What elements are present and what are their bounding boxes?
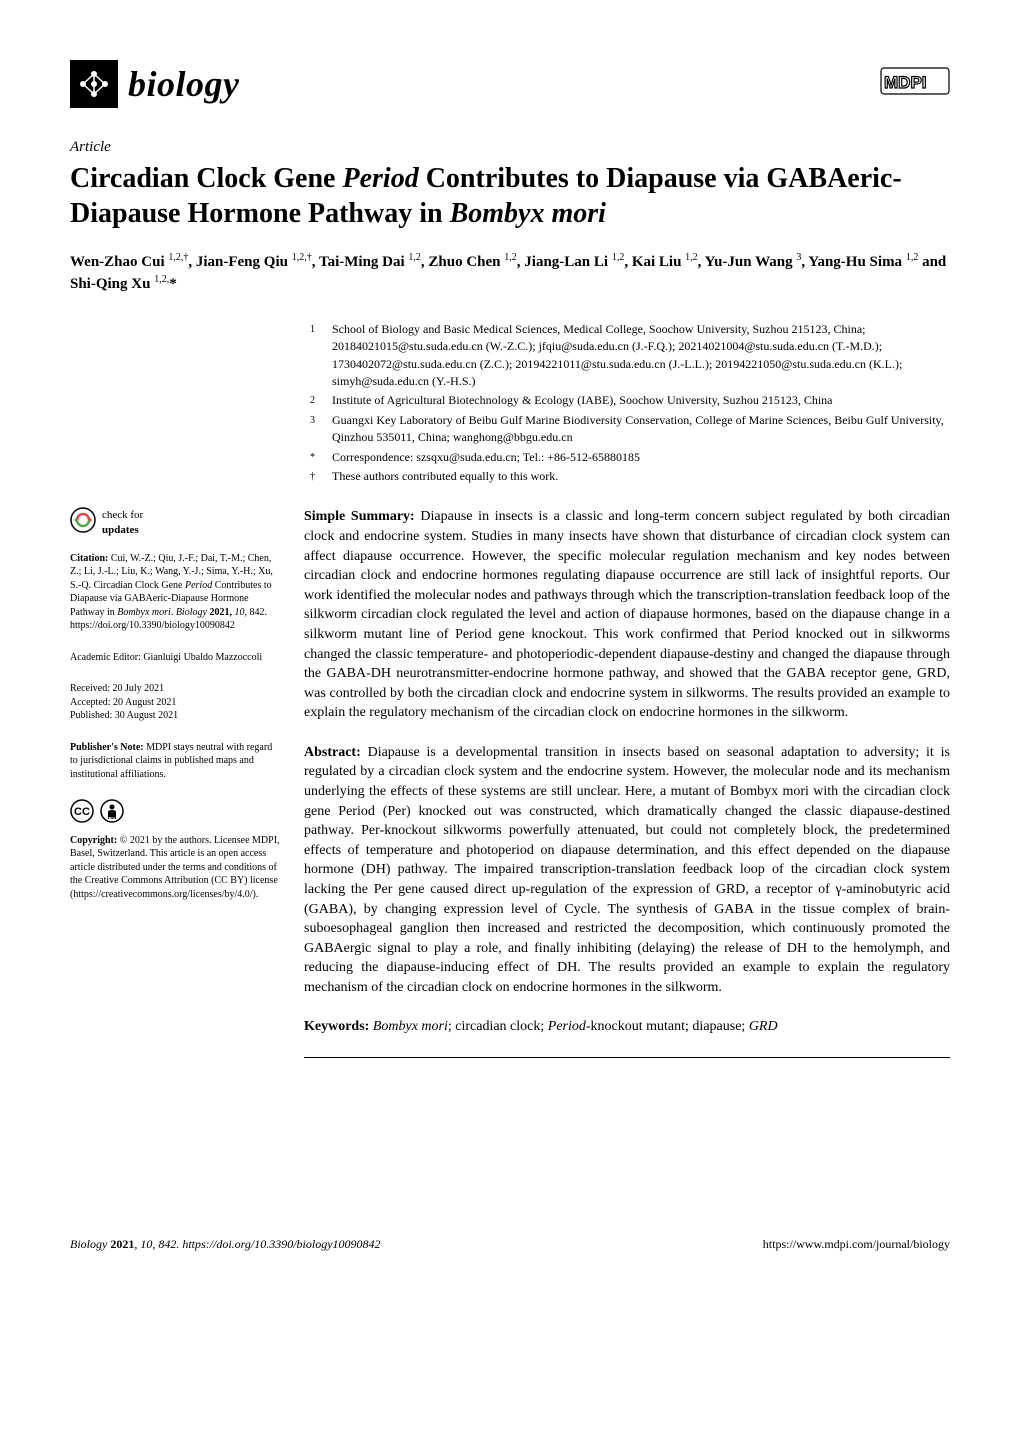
- sidebar: check for updates Citation: Cui, W.-Z.; …: [70, 507, 280, 919]
- abstract-text: Diapause is a developmental transition i…: [304, 745, 950, 995]
- affiliation-row: 2 Institute of Agricultural Biotechnology…: [310, 392, 950, 409]
- check-updates-l1: check for: [102, 509, 143, 521]
- editor-block: Academic Editor: Gianluigi Ubaldo Mazzoc…: [70, 651, 280, 665]
- keywords: Keywords: Bombyx mori; circadian clock; …: [304, 1018, 950, 1037]
- keywords-text: -knockout mutant; diapause;: [586, 1019, 749, 1034]
- footer-year: 2021: [110, 1237, 134, 1251]
- publisher-note-block: Publisher's Note: MDPI stays neutral wit…: [70, 741, 280, 782]
- check-updates-block[interactable]: check for updates: [70, 507, 280, 538]
- pubnote-label: Publisher's Note:: [70, 742, 144, 753]
- journal-logo-block: biology: [70, 60, 239, 109]
- simple-summary-text: Diapause in insects is a classic and lon…: [304, 509, 950, 720]
- cc-license-row: CC BY: [70, 799, 280, 828]
- affiliation-marker: 2: [310, 392, 322, 409]
- keywords-ital: Period: [548, 1019, 586, 1034]
- dates-block: Received: 20 July 2021 Accepted: 20 Augu…: [70, 682, 280, 723]
- divider: [304, 1057, 950, 1058]
- affiliation-marker: 3: [310, 412, 322, 447]
- title-seg-ital: Bombyx mori: [450, 198, 606, 229]
- journal-name: biology: [128, 60, 239, 109]
- affiliation-marker: *: [310, 449, 322, 466]
- keywords-label: Keywords:: [304, 1019, 369, 1034]
- affiliation-row: 1School of Biology and Basic Medical Sci…: [310, 321, 950, 391]
- affiliation-row: † These authors contributed equally to th…: [310, 468, 950, 485]
- publisher-logo-icon: MDPI: [880, 60, 950, 100]
- check-updates-icon: [70, 507, 96, 538]
- affiliation-marker: †: [310, 468, 322, 485]
- affiliation-text: Institute of Agricultural Biotechnology …: [332, 392, 950, 409]
- editor-name: Gianluigi Ubaldo Mazzoccoli: [141, 652, 262, 663]
- footer-citation: , 10, 842. https://doi.org/10.3390/biolo…: [134, 1237, 380, 1251]
- affiliation-list: 1School of Biology and Basic Medical Sci…: [310, 321, 950, 486]
- keywords-text: ; circadian clock;: [448, 1019, 548, 1034]
- svg-text:MDPI: MDPI: [884, 73, 927, 92]
- citation-block: Citation: Cui, W.-Z.; Qiu, J.-F.; Dai, T…: [70, 552, 280, 633]
- title-seg: Circadian Clock Gene: [70, 163, 342, 194]
- keywords-ital: GRD: [749, 1019, 778, 1034]
- simple-summary-label: Simple Summary:: [304, 509, 415, 524]
- footer-right[interactable]: https://www.mdpi.com/journal/biology: [763, 1236, 950, 1252]
- author-list: Wen-Zhao Cui 1,2,†, Jian-Feng Qiu 1,2,†,…: [70, 251, 950, 295]
- by-icon: BY: [100, 799, 124, 828]
- svg-text:CC: CC: [74, 806, 90, 818]
- citation-ital: Period: [185, 580, 212, 591]
- abstract-label: Abstract:: [304, 745, 361, 760]
- check-updates-text: check for updates: [102, 508, 143, 538]
- copyright-block: Copyright: © 2021 by the authors. Licens…: [70, 834, 280, 902]
- footer-left: Biology 2021, 10, 842. https://doi.org/1…: [70, 1236, 381, 1252]
- citation-label: Citation:: [70, 553, 108, 564]
- header-row: biology MDPI: [70, 60, 950, 109]
- affiliation-text: School of Biology and Basic Medical Scie…: [332, 321, 950, 391]
- accepted-date: Accepted: 20 August 2021: [70, 696, 280, 710]
- citation-year: 2021,: [207, 607, 235, 618]
- footer: Biology 2021, 10, 842. https://doi.org/1…: [70, 1236, 950, 1252]
- footer-journal: Biology: [70, 1237, 110, 1251]
- published-date: Published: 30 August 2021: [70, 709, 280, 723]
- affiliation-text: Guangxi Key Laboratory of Beibu Gulf Mar…: [332, 412, 950, 447]
- article-type: Article: [70, 137, 950, 157]
- title-seg-ital: Period: [342, 163, 418, 194]
- citation-journal: Biology: [176, 607, 207, 618]
- keywords-ital: Bombyx mori: [369, 1019, 448, 1034]
- citation-vol: 10: [234, 607, 244, 618]
- two-column-layout: check for updates Citation: Cui, W.-Z.; …: [70, 507, 950, 1075]
- affiliation-text: These authors contributed equally to thi…: [332, 468, 950, 485]
- editor-label: Academic Editor:: [70, 652, 141, 663]
- journal-logo-icon: [70, 60, 118, 108]
- received-date: Received: 20 July 2021: [70, 682, 280, 696]
- check-updates-l2: updates: [102, 523, 143, 538]
- citation-ital: Bombyx mori: [117, 607, 171, 618]
- affiliation-text: Correspondence: szsqxu@suda.edu.cn; Tel.…: [332, 449, 950, 466]
- simple-summary: Simple Summary: Diapause in insects is a…: [304, 507, 950, 723]
- cc-icon: CC: [70, 799, 94, 828]
- affiliation-row: * Correspondence: szsqxu@suda.edu.cn; Tel…: [310, 449, 950, 466]
- svg-text:BY: BY: [109, 817, 117, 823]
- article-title: Circadian Clock Gene Period Contributes …: [70, 161, 950, 231]
- copyright-label: Copyright:: [70, 835, 117, 846]
- affiliation-marker: 1: [310, 321, 322, 391]
- affiliation-row: 3 Guangxi Key Laboratory of Beibu Gulf Ma…: [310, 412, 950, 447]
- main-column: Simple Summary: Diapause in insects is a…: [304, 507, 950, 1075]
- abstract: Abstract: Diapause is a developmental tr…: [304, 743, 950, 998]
